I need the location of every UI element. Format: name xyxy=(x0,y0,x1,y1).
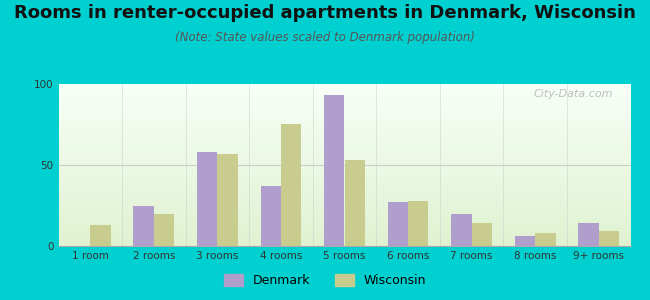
Text: (Note: State values scaled to Denmark population): (Note: State values scaled to Denmark po… xyxy=(175,32,475,44)
Bar xyxy=(197,152,217,246)
Bar xyxy=(133,206,154,246)
Bar xyxy=(472,223,492,246)
Bar xyxy=(344,160,365,246)
Bar xyxy=(261,186,281,246)
Bar xyxy=(599,231,619,246)
Bar xyxy=(324,95,345,246)
Bar xyxy=(217,154,238,246)
Bar xyxy=(451,214,472,246)
Text: Rooms in renter-occupied apartments in Denmark, Wisconsin: Rooms in renter-occupied apartments in D… xyxy=(14,4,636,22)
Bar xyxy=(387,202,408,246)
Bar xyxy=(408,201,428,246)
Bar xyxy=(578,223,599,246)
Bar xyxy=(281,124,302,246)
Bar xyxy=(515,236,535,246)
Legend: Denmark, Wisconsin: Denmark, Wisconsin xyxy=(219,269,431,292)
Bar xyxy=(154,214,174,246)
Bar xyxy=(535,233,556,246)
Bar xyxy=(90,225,110,246)
Text: City-Data.com: City-Data.com xyxy=(534,89,614,99)
